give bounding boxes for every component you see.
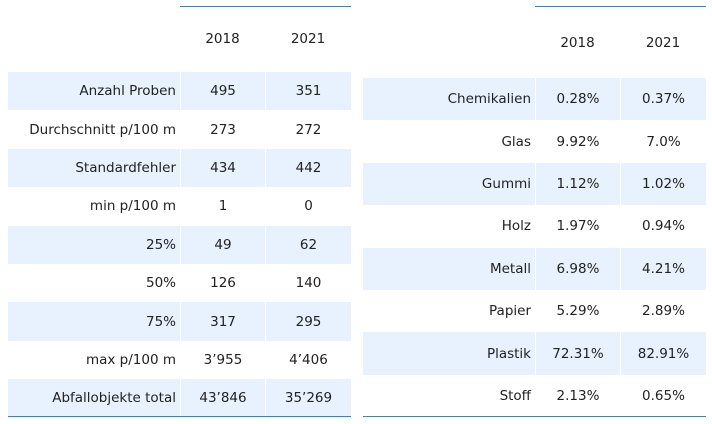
table-row: Abfallobjekte total 43’846 35’269 xyxy=(8,379,351,418)
value-2021: 62 xyxy=(265,225,351,264)
column-header-2021: 2021 xyxy=(645,35,681,51)
value-2018: 273 xyxy=(180,110,265,149)
table-row: Papier 5.29% 2.89% xyxy=(363,290,706,333)
value-2021: 7.0% xyxy=(620,120,706,163)
value-2021: 442 xyxy=(265,148,351,188)
value-2021: 351 xyxy=(265,72,351,111)
column-header-2018: 2018 xyxy=(205,31,240,47)
bottom-rule xyxy=(363,416,706,417)
value-2021: 0.65% xyxy=(620,374,706,418)
material-share-table: 2018 2021 Chemikalien 0.28% 0.37% Glas 9.92%… xyxy=(363,0,706,424)
value-2018: 434 xyxy=(180,148,265,188)
row-label: Papier xyxy=(489,303,531,320)
row-label: Gummi xyxy=(363,162,535,206)
row-label: Plastik xyxy=(363,332,535,375)
value-2018: 3’955 xyxy=(180,340,265,380)
row-label: 75% xyxy=(8,302,180,341)
row-label: Abfallobjekte total xyxy=(8,379,180,418)
value-2018: 1.97% xyxy=(535,205,620,248)
value-2018: 126 xyxy=(180,264,265,303)
table-row: Standardfehler 434 442 xyxy=(8,148,351,188)
value-2018: 495 xyxy=(180,72,265,111)
value-2018: 2.13% xyxy=(535,374,620,418)
table-row: Glas 9.92% 7.0% xyxy=(363,120,706,163)
table-row: Metall 6.98% 4.21% xyxy=(363,247,706,290)
table-row: max p/100 m 3’955 4’406 xyxy=(8,340,351,380)
value-2018: 0.28% xyxy=(535,78,620,121)
row-label: Anzahl Proben xyxy=(8,72,180,111)
row-label: Holz xyxy=(501,218,531,235)
value-2018: 9.92% xyxy=(535,120,620,163)
table-row: Gummi 1.12% 1.02% xyxy=(363,162,706,206)
header-row: 2018 2021 xyxy=(363,24,706,62)
row-label: max p/100 m xyxy=(85,351,176,368)
value-2021: 295 xyxy=(265,302,351,341)
row-label: Glas xyxy=(501,133,531,150)
summary-statistics-table: 2018 2021 Anzahl Proben 495 351 Durchschnit… xyxy=(8,0,351,424)
row-label: min p/100 m xyxy=(89,198,176,215)
column-header-2018: 2018 xyxy=(560,35,595,51)
value-2021: 35’269 xyxy=(265,379,351,418)
value-2021: 1.02% xyxy=(620,162,706,206)
row-label: 50% xyxy=(145,275,176,292)
column-header-2021: 2021 xyxy=(290,31,326,47)
value-2021: 4.21% xyxy=(620,247,706,290)
value-2021: 82.91% xyxy=(620,332,706,375)
bottom-rule xyxy=(8,416,351,417)
value-2018: 1.12% xyxy=(535,162,620,206)
row-label: Durchschnitt p/100 m xyxy=(29,121,176,138)
value-2021: 140 xyxy=(265,264,351,303)
table-row: Anzahl Proben 495 351 xyxy=(8,72,351,111)
row-label: 25% xyxy=(8,225,180,264)
header-top-rule xyxy=(180,6,351,7)
value-2018: 5.29% xyxy=(535,290,620,333)
table-row: Holz 1.97% 0.94% xyxy=(363,205,706,248)
value-2018: 6.98% xyxy=(535,247,620,290)
table-row: 50% 126 140 xyxy=(8,264,351,303)
value-2021: 2.89% xyxy=(620,290,706,333)
table-row: Stoff 2.13% 0.65% xyxy=(363,374,706,418)
value-2021: 272 xyxy=(265,110,351,149)
table-row: 25% 49 62 xyxy=(8,225,351,264)
value-2021: 0.37% xyxy=(620,78,706,121)
row-label: Standardfehler xyxy=(8,148,180,188)
value-2021: 4’406 xyxy=(265,340,351,380)
value-2021: 0 xyxy=(265,187,351,226)
value-2018: 43’846 xyxy=(180,379,265,418)
table-row: Plastik 72.31% 82.91% xyxy=(363,332,706,375)
value-2021: 0.94% xyxy=(620,205,706,248)
row-label: Metall xyxy=(363,247,535,290)
header-top-rule xyxy=(535,6,706,7)
table-row: 75% 317 295 xyxy=(8,302,351,341)
value-2018: 317 xyxy=(180,302,265,341)
row-label: Stoff xyxy=(499,387,531,404)
value-2018: 1 xyxy=(180,187,265,226)
value-2018: 49 xyxy=(180,225,265,264)
value-2018: 72.31% xyxy=(535,332,620,375)
table-row: Durchschnitt p/100 m 273 272 xyxy=(8,110,351,149)
header-row: 2018 2021 xyxy=(8,20,351,58)
table-row: Chemikalien 0.28% 0.37% xyxy=(363,78,706,121)
row-label: Chemikalien xyxy=(363,78,535,121)
